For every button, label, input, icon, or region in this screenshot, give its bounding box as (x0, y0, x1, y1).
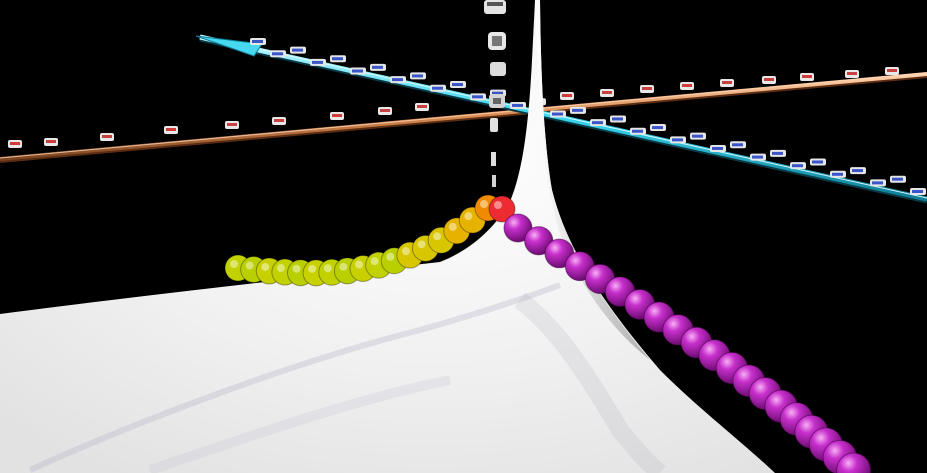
magenta-sphere (836, 452, 872, 473)
blue-axis-tick-mark (410, 72, 426, 80)
orange-axis-tick-mark (560, 92, 574, 100)
blue-axis-tick-mark (790, 162, 806, 170)
blue-axis-tick-mark (810, 158, 826, 166)
orange-axis-tick-mark (800, 73, 814, 81)
orange-axis-tick-mark (640, 85, 654, 93)
blue-axis-tick-mark (270, 50, 286, 58)
yellow-sphere (488, 195, 516, 223)
blue-axis-tick-mark (630, 127, 646, 135)
blue-axis-tick-mark (750, 153, 766, 161)
blue-axis-tick-mark (730, 141, 746, 149)
blue-axis-tick-mark (310, 58, 326, 66)
blue-axis-tick-mark (910, 188, 926, 195)
orange-axis-tick-mark (100, 133, 114, 141)
blue-axis-tick-mark (350, 67, 366, 75)
blue-axis-tick-marks (250, 38, 926, 195)
blue-axis-tick-mark (430, 84, 446, 92)
yellow-sphere-chain (224, 194, 516, 287)
blue-axis-tick-mark (390, 76, 406, 84)
orange-axis-tick-mark (680, 82, 694, 90)
blue-axis-tick-mark (570, 106, 586, 114)
blue-axis-tick-mark (610, 115, 626, 123)
orange-axis-tick-mark (845, 70, 859, 78)
blue-axis-tick-mark (550, 110, 566, 118)
orange-axis (0, 72, 927, 163)
orange-axis-tick-mark (272, 117, 286, 125)
orange-axis-tick-mark (44, 138, 58, 146)
orange-axis-tick-mark (762, 76, 776, 84)
vertical-axis-tick-marks (484, 0, 506, 187)
orange-axis-tick-mark (225, 121, 239, 129)
blue-axis-tick-mark (250, 38, 266, 45)
surface (0, 0, 775, 473)
blue-axis-tick-mark (670, 136, 686, 144)
blue-axis-tick-mark (370, 63, 386, 71)
blue-axis-tick-mark (290, 46, 306, 54)
blue-axis-tick-mark (590, 119, 606, 127)
blue-axis-tick-mark (510, 101, 526, 109)
blue-axis-tick-mark (890, 175, 906, 183)
orange-axis-tick-mark (164, 126, 178, 134)
orange-axis-tick-mark (8, 140, 22, 148)
orange-axis-tick-marks (8, 67, 899, 148)
blue-axis-tick-mark (690, 132, 706, 140)
orange-axis-tick-mark (378, 107, 392, 115)
orange-axis-tick-mark (720, 79, 734, 87)
blue-axis-tick-mark (450, 81, 466, 89)
blue-axis-tick-mark (470, 93, 486, 101)
magenta-sphere-chain (503, 213, 872, 473)
blue-axis-arrowhead (195, 35, 263, 57)
orange-axis-tick-mark (415, 103, 429, 111)
blue-axis-tick-mark (870, 179, 886, 187)
blue-axis-tick-mark (850, 167, 866, 175)
blue-axis-tick-mark (830, 170, 846, 178)
blue-axis-tick-mark (710, 144, 726, 152)
blue-axis-tick-mark (330, 55, 346, 63)
blue-axis (195, 34, 927, 204)
orange-axis-tick-mark (330, 112, 344, 120)
orange-axis-tick-mark (600, 89, 614, 97)
blue-axis-tick-mark (770, 149, 786, 157)
orange-axis-tick-mark (885, 67, 899, 75)
blue-axis-tick-mark (650, 124, 666, 132)
